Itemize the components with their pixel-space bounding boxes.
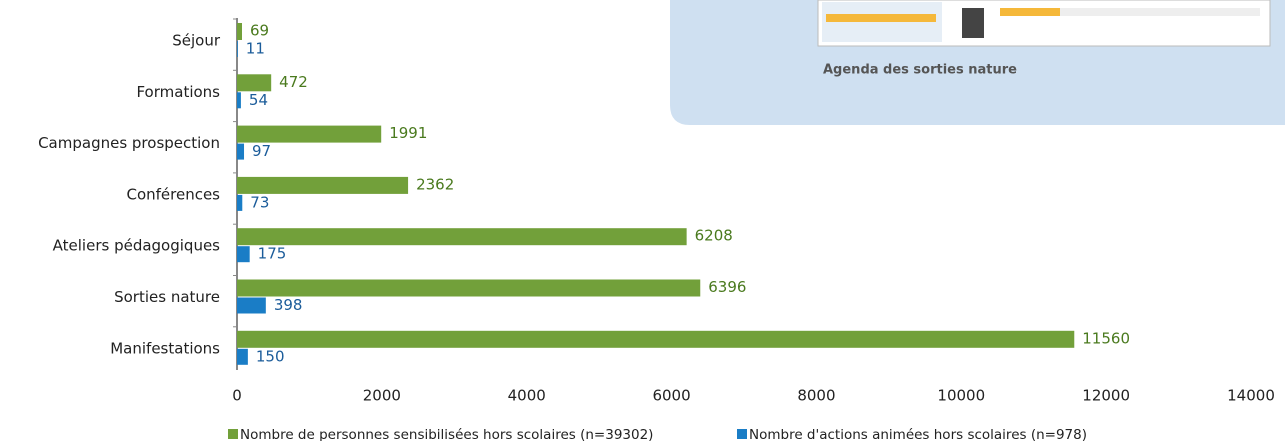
bar: [237, 279, 701, 297]
legend-swatch: [228, 429, 238, 439]
legend-label: Nombre de personnes sensibilisées hors s…: [240, 427, 653, 441]
value-label: 11560: [1082, 329, 1130, 347]
bar: [237, 246, 250, 263]
inset: Agenda des sorties nature: [670, 0, 1285, 125]
bar: [237, 41, 238, 57]
bar: [237, 92, 241, 109]
x-tick-label: 0: [232, 387, 242, 405]
inset-caption: Agenda des sorties nature: [823, 63, 1017, 78]
y-tick-label: Conférences: [126, 185, 220, 203]
value-label: 2362: [416, 175, 454, 193]
inset-menu-item: [826, 14, 936, 22]
value-label: 11: [246, 40, 265, 58]
y-tick-label: Séjour: [172, 32, 221, 50]
inset-tag: [1000, 8, 1060, 16]
x-tick-label: 2000: [363, 387, 401, 405]
y-tick-label: Sorties nature: [114, 288, 220, 306]
legend-swatch: [737, 429, 747, 439]
bar: [237, 143, 245, 160]
x-tick-label: 10000: [937, 387, 985, 405]
bar: [237, 330, 1075, 348]
bar: [237, 74, 272, 92]
x-tick-label: 4000: [508, 387, 546, 405]
bar: [237, 348, 248, 365]
y-tick-label: Campagnes prospection: [38, 134, 220, 152]
bar: [237, 228, 687, 246]
inset-row: [1000, 8, 1260, 16]
value-label: 6396: [708, 278, 746, 296]
value-label: 97: [252, 142, 271, 160]
bar: [237, 194, 243, 211]
value-label: 69: [250, 22, 269, 40]
x-tick-label: 12000: [1082, 387, 1130, 405]
x-tick-label: 14000: [1227, 387, 1275, 405]
value-label: 398: [274, 296, 303, 314]
y-tick-label: Manifestations: [110, 339, 220, 357]
y-tick-label: Ateliers pédagogiques: [53, 237, 221, 255]
value-label: 472: [279, 73, 308, 91]
value-label: 54: [249, 91, 268, 109]
value-label: 175: [258, 245, 287, 263]
value-label: 6208: [695, 227, 733, 245]
value-label: 1991: [389, 124, 427, 142]
bar: [237, 23, 242, 40]
x-tick-label: 8000: [797, 387, 835, 405]
bar: [237, 125, 382, 143]
y-tick-label: Formations: [136, 83, 220, 101]
x-tick-label: 6000: [652, 387, 690, 405]
legend-label: Nombre d'actions animées hors scolaires …: [749, 427, 1087, 441]
bar: [237, 176, 409, 194]
bar: [237, 297, 266, 314]
value-label: 150: [256, 347, 285, 365]
value-label: 73: [250, 193, 269, 211]
inset-thumbnail: [962, 8, 984, 38]
